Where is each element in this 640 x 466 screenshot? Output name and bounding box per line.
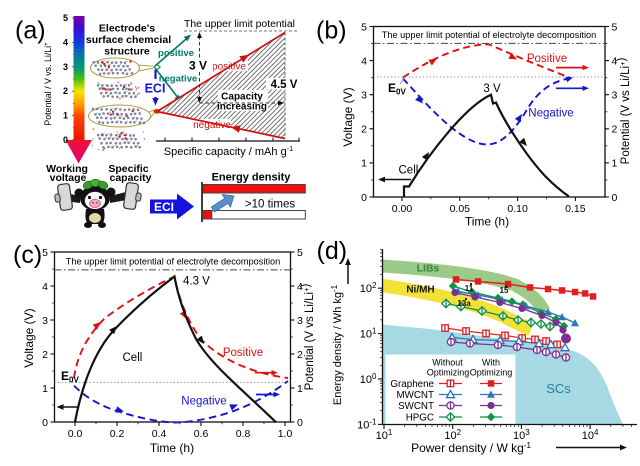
svg-text:15: 15 bbox=[500, 286, 509, 295]
svg-text:2: 2 bbox=[612, 124, 618, 136]
svg-text:(b): (b) bbox=[316, 17, 347, 45]
svg-text:1: 1 bbox=[63, 111, 68, 121]
svg-text:Optimizing: Optimizing bbox=[427, 368, 470, 378]
svg-text:Cell: Cell bbox=[123, 352, 143, 364]
svg-text:Specific: Specific bbox=[108, 163, 148, 175]
svg-text:3 V: 3 V bbox=[483, 83, 501, 95]
svg-text:0: 0 bbox=[612, 192, 618, 204]
svg-text:>10 times: >10 times bbox=[245, 199, 295, 211]
svg-text:Ni/MH: Ni/MH bbox=[406, 285, 434, 296]
svg-text:4: 4 bbox=[42, 281, 48, 293]
svg-text:3: 3 bbox=[297, 315, 303, 327]
svg-text:5: 5 bbox=[63, 13, 68, 23]
svg-text:Negative: Negative bbox=[528, 108, 573, 120]
svg-text:0.6: 0.6 bbox=[194, 428, 209, 440]
svg-text:4: 4 bbox=[361, 55, 367, 67]
svg-text:MWCNT: MWCNT bbox=[396, 390, 434, 401]
svg-text:(c): (c) bbox=[13, 241, 42, 269]
svg-text:increasing: increasing bbox=[217, 102, 267, 113]
svg-text:5: 5 bbox=[42, 247, 48, 259]
svg-text:3: 3 bbox=[361, 90, 367, 102]
svg-text:0.8: 0.8 bbox=[236, 428, 251, 440]
svg-text:0: 0 bbox=[42, 417, 48, 429]
svg-text:4: 4 bbox=[612, 55, 618, 67]
svg-text:Negative: Negative bbox=[181, 396, 226, 408]
svg-text:Optimizing: Optimizing bbox=[470, 368, 513, 378]
svg-text:5: 5 bbox=[612, 21, 618, 33]
svg-text:Cell: Cell bbox=[399, 165, 419, 177]
svg-text:Electrode's: Electrode's bbox=[99, 23, 155, 35]
svg-text:2: 2 bbox=[63, 86, 68, 96]
svg-text:positive: positive bbox=[212, 62, 246, 73]
svg-text:Without: Without bbox=[432, 358, 463, 368]
svg-text:13a: 13a bbox=[457, 299, 471, 308]
svg-text:1.0: 1.0 bbox=[278, 428, 293, 440]
svg-text:Positive: Positive bbox=[223, 347, 263, 359]
svg-text:voltage: voltage bbox=[50, 172, 87, 184]
svg-text:Specific capacity / mAh g-1: Specific capacity / mAh g-1 bbox=[164, 144, 293, 158]
svg-text:The upper limit potential of e: The upper limit potential of electrolyte… bbox=[382, 30, 597, 40]
svg-text:Potential / V vs. Li/Li+: Potential / V vs. Li/Li+ bbox=[43, 42, 53, 126]
svg-text:Time (h): Time (h) bbox=[150, 441, 194, 455]
svg-text:4: 4 bbox=[63, 37, 68, 47]
svg-text:Voltage (V): Voltage (V) bbox=[22, 308, 36, 367]
svg-text:0.15: 0.15 bbox=[565, 203, 586, 215]
svg-text:1: 1 bbox=[612, 158, 618, 170]
svg-text:Time (h): Time (h) bbox=[465, 215, 509, 229]
svg-text:3: 3 bbox=[63, 62, 68, 72]
svg-text:1: 1 bbox=[361, 158, 367, 170]
svg-text:ECI: ECI bbox=[145, 82, 166, 96]
svg-text:0: 0 bbox=[63, 135, 68, 145]
svg-text:2: 2 bbox=[361, 124, 367, 136]
svg-text:SWCNT: SWCNT bbox=[398, 401, 434, 412]
svg-text:(d): (d) bbox=[317, 237, 348, 265]
svg-text:5: 5 bbox=[361, 21, 367, 33]
svg-text:Power density / W kg-1: Power density / W kg-1 bbox=[411, 441, 531, 455]
svg-text:structure: structure bbox=[104, 46, 150, 58]
svg-text:0.4: 0.4 bbox=[152, 428, 167, 440]
svg-text:Energy density: Energy density bbox=[212, 172, 292, 184]
svg-text:0.00: 0.00 bbox=[392, 203, 413, 215]
svg-text:0.2: 0.2 bbox=[110, 428, 125, 440]
svg-text:11: 11 bbox=[465, 284, 474, 293]
svg-text:SCs: SCs bbox=[546, 381, 571, 396]
svg-text:HPGC: HPGC bbox=[406, 413, 434, 424]
svg-text:negative: negative bbox=[159, 74, 198, 85]
svg-text:4.3 V: 4.3 V bbox=[183, 276, 210, 288]
svg-text:The upper limit potential: The upper limit potential bbox=[184, 19, 295, 30]
svg-text:0: 0 bbox=[361, 192, 367, 204]
svg-text:0.10: 0.10 bbox=[507, 203, 528, 215]
svg-text:1: 1 bbox=[297, 383, 303, 395]
svg-text:4.5 V: 4.5 V bbox=[271, 79, 298, 91]
svg-text:surface chemcial: surface chemcial bbox=[86, 34, 171, 46]
svg-text:2: 2 bbox=[42, 349, 48, 361]
svg-text:ECI: ECI bbox=[154, 200, 174, 214]
svg-text:3: 3 bbox=[612, 90, 618, 102]
svg-text:Graphene: Graphene bbox=[390, 379, 434, 390]
svg-text:Potential (V vs Li/Li+): Potential (V vs Li/Li+) bbox=[616, 58, 632, 165]
svg-text:Voltage (V): Voltage (V) bbox=[341, 87, 355, 146]
svg-text:1: 1 bbox=[42, 383, 48, 395]
svg-text:0: 0 bbox=[297, 417, 303, 429]
svg-text:negative: negative bbox=[193, 120, 231, 131]
svg-text:Working: Working bbox=[46, 163, 88, 175]
svg-text:With: With bbox=[482, 358, 500, 368]
svg-text:2: 2 bbox=[297, 349, 303, 361]
svg-text:Potential (V vs Li/Li+): Potential (V vs Li/Li+) bbox=[300, 284, 316, 391]
svg-text:5: 5 bbox=[297, 247, 303, 259]
svg-text:positive: positive bbox=[158, 48, 194, 59]
svg-text:3 V: 3 V bbox=[189, 59, 207, 73]
svg-text:Positive: Positive bbox=[527, 53, 567, 65]
svg-text:The upper limit potential of e: The upper limit potential of electrolyte… bbox=[66, 257, 281, 267]
svg-text:Capacity: Capacity bbox=[221, 92, 263, 103]
svg-text:LIBs: LIBs bbox=[417, 263, 440, 275]
svg-text:(a): (a) bbox=[15, 17, 46, 45]
svg-text:0.0: 0.0 bbox=[68, 428, 83, 440]
svg-text:3: 3 bbox=[42, 315, 48, 327]
svg-text:capacity: capacity bbox=[109, 172, 151, 184]
svg-text:4: 4 bbox=[297, 281, 303, 293]
svg-text:Energy density / Wh kg-1: Energy density / Wh kg-1 bbox=[330, 284, 344, 405]
svg-text:0.05: 0.05 bbox=[450, 203, 471, 215]
